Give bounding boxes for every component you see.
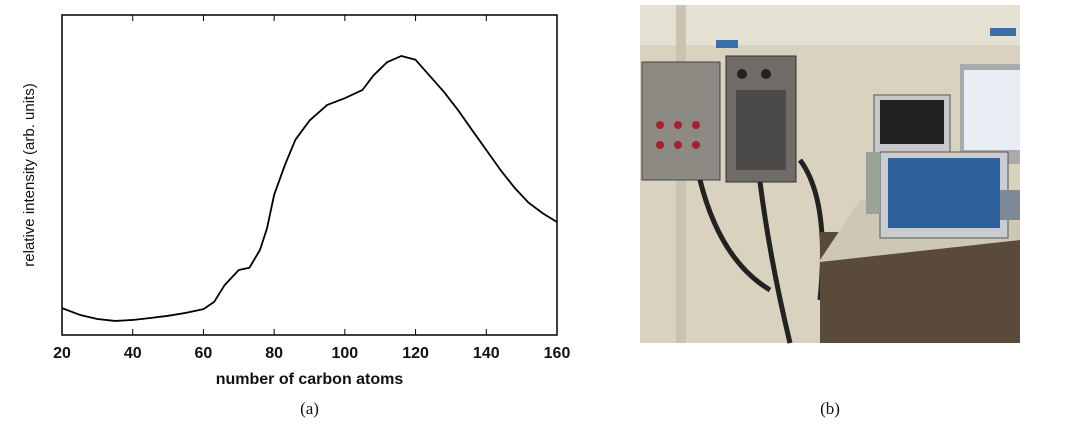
plot-frame xyxy=(61,14,558,336)
x-tick-label: 120 xyxy=(402,345,429,362)
x-tick-label: 20 xyxy=(53,345,71,362)
panel-label: (b) xyxy=(820,399,840,418)
x-tick-label: 60 xyxy=(195,345,213,362)
x-tick-label: 140 xyxy=(473,345,500,362)
x-tick-label: 40 xyxy=(124,345,142,362)
data-line xyxy=(61,55,558,322)
x-axis-label: number of carbon atoms xyxy=(216,371,404,388)
x-tick-label: 160 xyxy=(544,345,571,362)
x-tick-label: 100 xyxy=(332,345,359,362)
x-tick-label: 80 xyxy=(265,345,283,362)
panel-label: (a) xyxy=(300,399,319,418)
photo xyxy=(640,5,1020,344)
y-axis-label: relative intensity (arb. units) xyxy=(21,83,38,266)
